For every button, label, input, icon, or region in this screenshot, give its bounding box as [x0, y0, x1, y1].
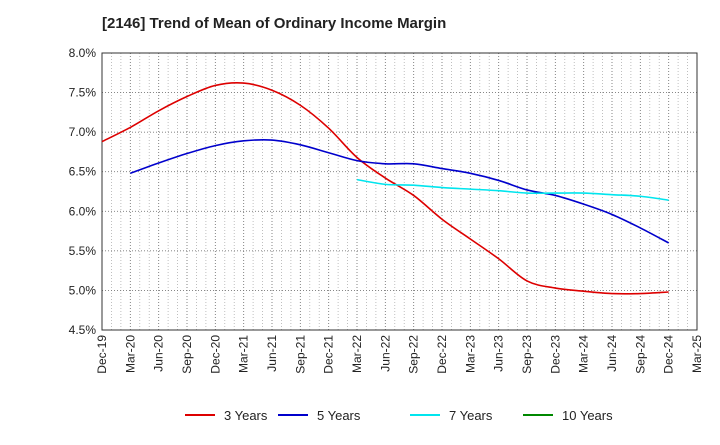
plot-area	[102, 53, 697, 330]
y-tick-label: 7.5%	[69, 86, 97, 100]
x-tick-label: Sep-23	[520, 335, 534, 374]
x-tick-label: Mar-22	[350, 335, 364, 373]
series-line-7-years	[356, 178, 669, 201]
x-tick-label: Mar-25	[690, 335, 704, 373]
x-tick-label: Sep-22	[407, 335, 421, 374]
x-tick-label: Sep-21	[293, 335, 307, 374]
legend-label-3-years: 3 Years	[224, 408, 268, 423]
legend: 3 Years 5 Years 7 Years 10 Years	[185, 408, 613, 423]
x-tick-label: Jun-24	[605, 335, 619, 372]
axes	[101, 52, 698, 331]
x-tick-label: Jun-20	[152, 335, 166, 372]
chart-title: [2146] Trend of Mean of Ordinary Income …	[102, 15, 447, 32]
series-line-5-years	[130, 138, 670, 244]
x-tick-label: Sep-24	[633, 335, 647, 374]
legend-label-7-years: 7 Years	[449, 408, 493, 423]
x-tick-label: Dec-24	[662, 335, 676, 374]
y-tick-label: 5.5%	[69, 244, 97, 258]
x-tick-label: Dec-19	[95, 335, 109, 374]
series-lines	[101, 81, 670, 295]
y-tick-label: 7.0%	[69, 125, 97, 139]
y-tick-label: 8.0%	[69, 46, 97, 60]
x-tick-label: Dec-20	[208, 335, 222, 374]
legend-label-10-years: 10 Years	[562, 408, 613, 423]
tick-labels: 4.5% 5.0% 5.5% 6.0% 6.5% 7.0% 7.5% 8.0% Dec-19 Ma…	[69, 46, 704, 374]
x-tick-label: Sep-20	[180, 335, 194, 374]
x-tick-label: Mar-23	[463, 335, 477, 373]
x-tick-label: Dec-22	[435, 335, 449, 374]
y-tick-label: 6.0%	[69, 204, 97, 218]
series-line-3-years	[101, 81, 669, 295]
legend-label-5-years: 5 Years	[317, 408, 361, 423]
x-tick-label: Dec-21	[322, 335, 336, 374]
x-tick-label: Jun-22	[378, 335, 392, 372]
x-tick-label: Jun-21	[265, 335, 279, 372]
plot-border	[101, 52, 698, 331]
x-tick-label: Mar-20	[123, 335, 137, 373]
y-tick-label: 6.5%	[69, 165, 97, 179]
x-tick-label: Mar-21	[237, 335, 251, 373]
y-tick-label: 4.5%	[69, 323, 97, 337]
x-tick-label: Jun-23	[492, 335, 506, 372]
x-tick-label: Dec-23	[548, 335, 562, 374]
y-tick-label: 5.0%	[69, 283, 97, 297]
x-tick-label: Mar-24	[577, 335, 591, 373]
